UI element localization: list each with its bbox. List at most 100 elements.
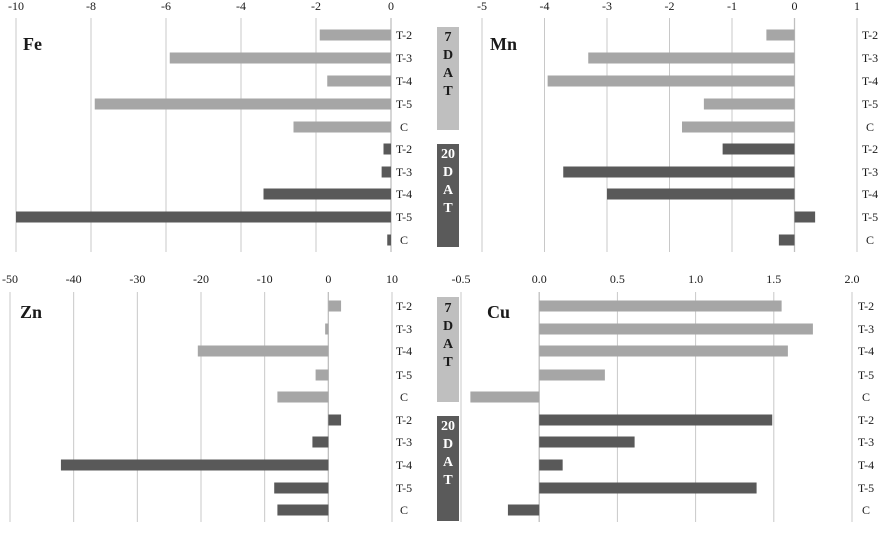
row-label: T-3	[396, 51, 412, 65]
group-label-char: T	[443, 84, 453, 99]
bar-cu-20dat-c	[507, 504, 540, 516]
group-label-char: D	[443, 437, 453, 452]
row-label: C	[400, 233, 408, 247]
row-label: T-4	[396, 74, 412, 88]
bar-cu-7dat-t-2	[539, 300, 782, 312]
tick-label: -2	[665, 0, 675, 13]
tick-label: -3	[602, 0, 612, 13]
bar-cu-7dat-t-5	[539, 369, 605, 381]
group-label-char: A	[443, 337, 454, 352]
row-label: T-4	[858, 458, 874, 472]
bar-cu-20dat-t-2	[539, 414, 773, 426]
bar-zn-7dat-t-3	[325, 323, 329, 335]
tick-label: 1.5	[766, 272, 781, 286]
group-box-bg	[437, 416, 459, 521]
row-label: T-5	[858, 481, 874, 495]
group-label-char: A	[443, 183, 454, 198]
row-label: T-5	[862, 97, 878, 111]
row-label: T-3	[858, 322, 874, 336]
group-label-char: T	[443, 473, 453, 488]
bar-zn-7dat-t-4	[197, 345, 329, 357]
tick-label: -20	[193, 272, 209, 286]
chart-title: Fe	[23, 34, 42, 54]
bar-mn-20dat-c	[778, 234, 795, 246]
tick-label: -50	[2, 272, 18, 286]
row-label: T-5	[396, 97, 412, 111]
tick-label: 0.5	[610, 272, 625, 286]
row-label: T-3	[396, 322, 412, 336]
group-label-char: A	[443, 66, 454, 81]
chart-title: Mn	[490, 34, 517, 54]
bar-mn-7dat-t-3	[588, 52, 795, 64]
panel-zn: -50 -40 -30 -20 -10 0 10 Zn T-2 T-3 T-4 T-5 C T-2 T-3 T…	[2, 272, 412, 522]
tick-label: -40	[66, 272, 82, 286]
bar-zn-20dat-t-4	[60, 459, 329, 471]
row-label: C	[400, 120, 408, 134]
tick-label: -1	[727, 0, 737, 13]
tick-label: 0.0	[532, 272, 547, 286]
chart-title: Cu	[487, 302, 510, 322]
bar-fe-20dat-t-3	[381, 166, 391, 178]
group-box-20dat: 20 DAT	[437, 144, 459, 247]
group-label-char: A	[443, 455, 454, 470]
bar-mn-20dat-t-5	[794, 211, 816, 223]
bar-cu-20dat-t-4	[539, 459, 563, 471]
row-label: T-4	[396, 458, 412, 472]
row-label: C	[866, 233, 874, 247]
row-label: T-2	[858, 413, 874, 427]
tick-label: -4	[236, 0, 246, 13]
tick-label: -10	[8, 0, 24, 13]
group-label-char: 20	[441, 419, 455, 434]
row-label: T-2	[396, 299, 412, 313]
bar-cu-7dat-t-3	[539, 323, 813, 335]
group-box-7dat: 7 DAT	[437, 27, 459, 130]
row-label: T-2	[396, 28, 412, 42]
group-label-char: D	[443, 319, 453, 334]
row-label: T-2	[862, 28, 878, 42]
bar-mn-20dat-t-3	[563, 166, 795, 178]
bar-fe-20dat-t-2	[383, 143, 391, 155]
tick-label: 0	[325, 272, 331, 286]
tick-label: 1	[854, 0, 860, 13]
tick-label: -0.5	[452, 272, 471, 286]
group-box-7dat: 7 DAT	[437, 297, 459, 402]
tick-label: -5	[477, 0, 487, 13]
row-label: T-5	[396, 368, 412, 382]
bar-mn-20dat-t-2	[722, 143, 795, 155]
tick-label: -10	[257, 272, 273, 286]
row-label: T-3	[862, 165, 878, 179]
bar-mn-7dat-t-5	[703, 98, 795, 110]
row-label: T-5	[858, 368, 874, 382]
group-box-bg	[437, 27, 459, 130]
group-label-char: D	[443, 165, 453, 180]
row-label: T-2	[862, 142, 878, 156]
bar-zn-20dat-t-5	[274, 482, 329, 494]
group-box-bg	[437, 297, 459, 402]
bar-zn-7dat-t-2	[328, 300, 342, 312]
row-label: T-3	[396, 435, 412, 449]
panel-fe: -10 -8 -6 -4 -2 0 Fe T-2 T-3 T-4 T-5 C T-2 T-3 T-4 T-5 C	[8, 0, 412, 252]
row-label: C	[866, 120, 874, 134]
row-label: T-4	[862, 187, 878, 201]
group-label-char: D	[443, 48, 453, 63]
bar-mn-20dat-t-4	[607, 188, 795, 200]
bar-zn-7dat-t-5	[315, 369, 329, 381]
bar-fe-7dat-t-5	[94, 98, 391, 110]
bar-fe-20dat-t-5	[16, 211, 391, 223]
row-label: T-3	[862, 51, 878, 65]
group-label-char: 7	[445, 301, 452, 316]
row-label: C	[862, 503, 870, 517]
bar-mn-7dat-c	[682, 121, 795, 133]
bar-mn-7dat-t-4	[547, 75, 795, 87]
group-label-char: T	[443, 355, 453, 370]
group-label-char: T	[443, 201, 453, 216]
bar-zn-7dat-c	[277, 391, 329, 403]
tick-label: 1.0	[688, 272, 703, 286]
row-label: T-4	[396, 344, 412, 358]
tick-label: 0	[388, 0, 394, 13]
group-box-bg	[437, 144, 459, 247]
row-label: C	[400, 503, 408, 517]
bar-fe-7dat-c	[293, 121, 391, 133]
row-label: T-5	[396, 210, 412, 224]
group-box-20dat: 20 DAT	[437, 416, 459, 521]
